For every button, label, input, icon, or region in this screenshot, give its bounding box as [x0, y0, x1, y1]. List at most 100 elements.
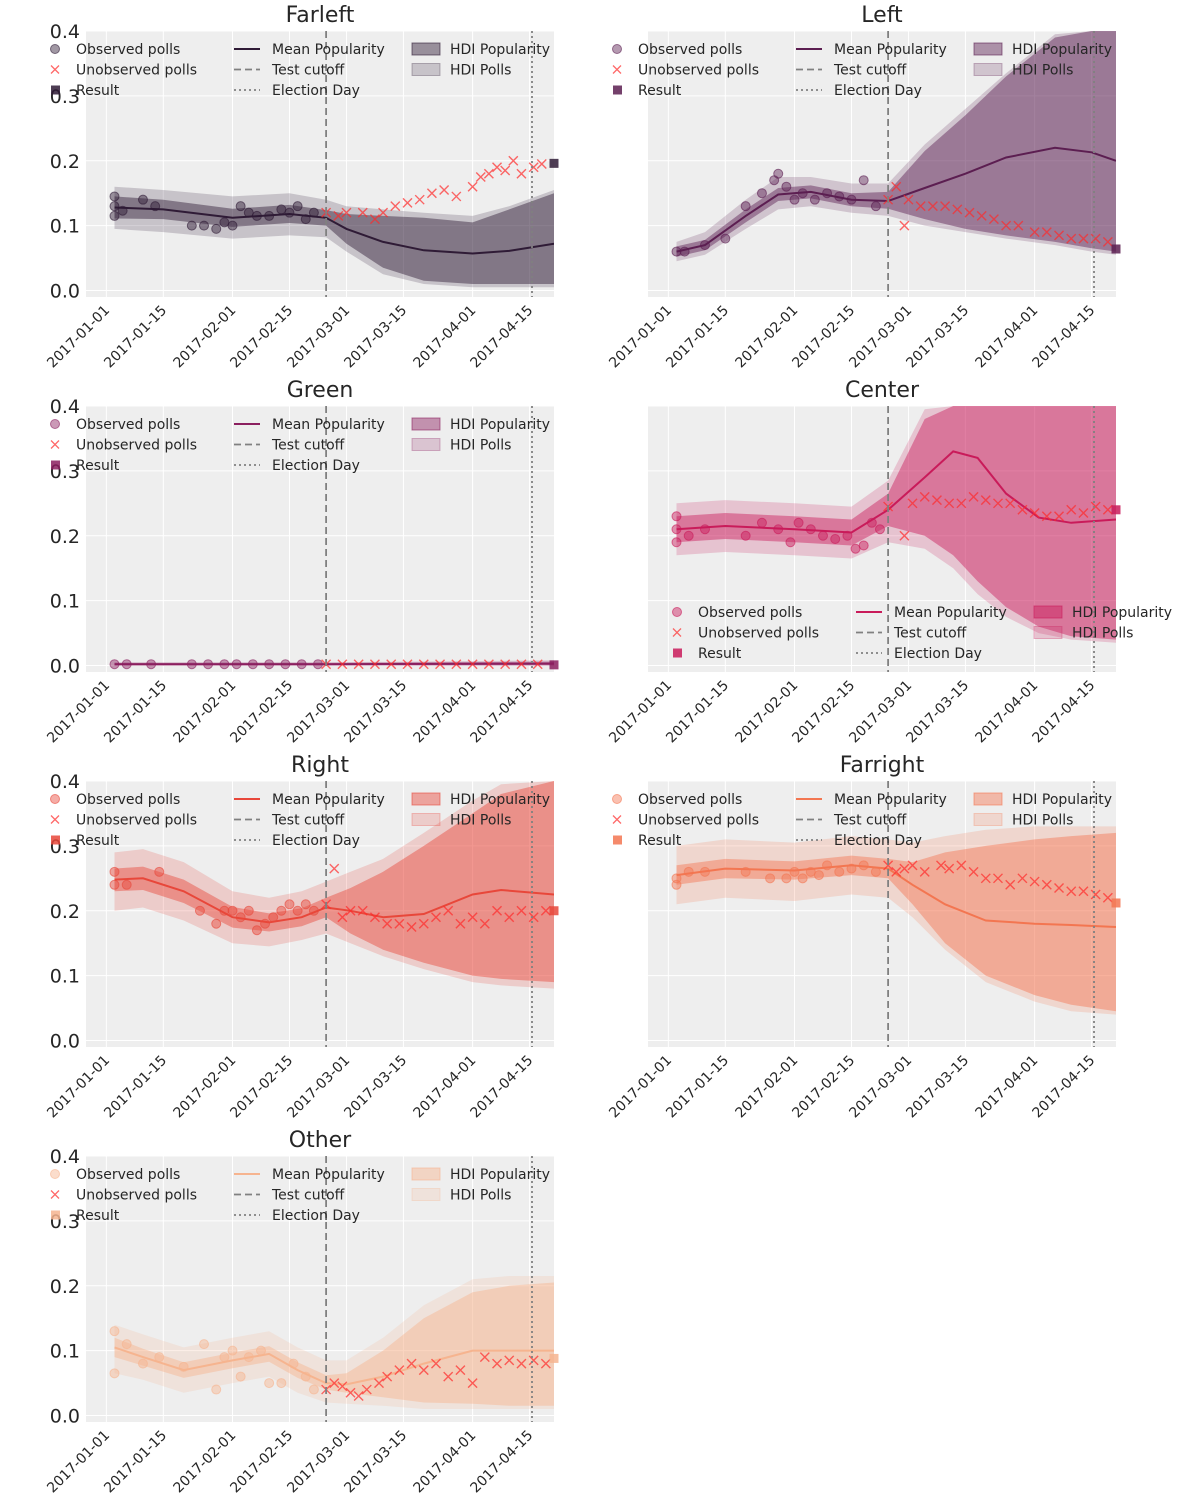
legend-item: Mean Popularity [234, 42, 385, 58]
hdi-polls-band [676, 31, 1116, 262]
observed-poll-point [137, 194, 148, 205]
legend-label: Mean Popularity [272, 42, 385, 58]
unobserved-poll-point [504, 912, 515, 923]
observed-poll-point [817, 530, 828, 541]
unobserved-poll-point [1041, 227, 1052, 238]
legend: Observed polls Unobserved polls Result Mean… [612, 42, 1112, 99]
unobserved-poll-point [931, 495, 942, 506]
legend-item: HDI Popularity [411, 42, 550, 58]
legend-label: Observed polls [698, 605, 802, 621]
hdi-popularity-band [676, 406, 1116, 640]
observed-poll-point [300, 899, 311, 910]
legend-label: Unobserved polls [76, 813, 197, 829]
observed-poll-point [858, 860, 869, 871]
legend-hdi-polls-swatch [411, 438, 441, 451]
mean-popularity-line [114, 206, 554, 255]
observed-poll-point [866, 517, 877, 528]
unobserved-poll-point [435, 659, 446, 670]
mean-popularity-line [676, 864, 1116, 928]
legend-label: Test cutoff [893, 626, 967, 642]
legend-item: Result [51, 83, 120, 99]
observed-poll-point [773, 168, 784, 179]
legend-hdi-polls-swatch [411, 813, 441, 826]
observed-poll-point [251, 210, 262, 221]
legend-item: Unobserved polls [50, 813, 197, 829]
observed-poll-point [296, 659, 307, 670]
observed-poll-point [203, 659, 214, 670]
legend-item: HDI Popularity [973, 792, 1112, 808]
unobserved-poll-point [1066, 504, 1077, 515]
legend-item: HDI Popularity [411, 792, 550, 808]
mean-popularity-line [114, 1346, 554, 1386]
unobserved-poll-point [369, 214, 380, 225]
legend-label: Test cutoff [833, 63, 907, 79]
legend-label: Mean Popularity [834, 42, 947, 58]
observed-poll-point [805, 524, 816, 535]
unobserved-poll-point [903, 194, 914, 205]
observed-poll-point [211, 918, 222, 929]
y-tick-label: 0.0 [50, 656, 80, 678]
unobserved-poll-point [899, 220, 910, 231]
observed-poll-point [251, 925, 262, 936]
unobserved-poll-point [927, 201, 938, 212]
y-tick-label: 0.1 [50, 591, 80, 613]
unobserved-poll-point [516, 168, 527, 179]
legend-unobserved-swatch [672, 628, 682, 637]
legend-hdi-polls-swatch [973, 63, 1003, 76]
observed-poll-point [671, 879, 682, 890]
unobserved-poll-point [516, 905, 527, 916]
observed-poll-point [781, 873, 792, 884]
unobserved-poll-point [1078, 886, 1089, 897]
observed-poll-point [846, 194, 857, 205]
unobserved-poll-point [883, 860, 894, 871]
legend-observed-swatch [50, 794, 60, 804]
legend-item: Test cutoff [234, 813, 345, 829]
observed-poll-point [858, 175, 869, 186]
observed-poll-point [671, 537, 682, 548]
observed-poll-point [109, 659, 120, 670]
unobserved-poll-point [940, 201, 951, 212]
legend-hdi-popularity-swatch [411, 42, 441, 56]
observed-poll-point [870, 201, 881, 212]
unobserved-poll-point [467, 1378, 478, 1389]
observed-poll-point [300, 1371, 311, 1382]
unobserved-poll-point [528, 1355, 539, 1366]
unobserved-poll-point [956, 498, 967, 509]
legend-observed-swatch [50, 44, 60, 54]
unobserved-poll-point [467, 912, 478, 923]
unobserved-poll-point [483, 168, 494, 179]
unobserved-poll-point [418, 1365, 429, 1376]
unobserved-poll-point [361, 1384, 372, 1395]
legend-label: HDI Popularity [1072, 605, 1172, 621]
unobserved-poll-point [936, 860, 947, 871]
observed-poll-point [109, 1326, 120, 1337]
unobserved-poll-point [337, 659, 348, 670]
legend-observed-swatch [612, 44, 622, 54]
legend-label: Test cutoff [271, 813, 345, 829]
unobserved-poll-point [333, 210, 344, 221]
legend-result-swatch [51, 1210, 60, 1220]
unobserved-poll-point [516, 659, 527, 670]
unobserved-poll-point [1102, 504, 1113, 515]
observed-poll-point [312, 659, 323, 670]
observed-poll-point [288, 1358, 299, 1369]
observed-poll-point [740, 866, 751, 877]
legend-label: Mean Popularity [272, 417, 385, 433]
legend-label: HDI Polls [450, 63, 511, 79]
unobserved-poll-point [964, 207, 975, 218]
unobserved-poll-point [357, 207, 368, 218]
legend-label: Election Day [834, 83, 922, 99]
observed-poll-point [211, 223, 222, 234]
legend-label: Election Day [834, 833, 922, 849]
unobserved-poll-point [1017, 873, 1028, 884]
legend-item: Election Day [856, 646, 982, 662]
y-tick-label: 0.4 [50, 771, 80, 793]
unobserved-poll-point [907, 498, 918, 509]
legend-item: Observed polls [50, 792, 180, 808]
observed-poll-point [109, 210, 120, 221]
legend-unobserved-swatch [50, 1190, 60, 1199]
unobserved-poll-point [1054, 883, 1065, 894]
